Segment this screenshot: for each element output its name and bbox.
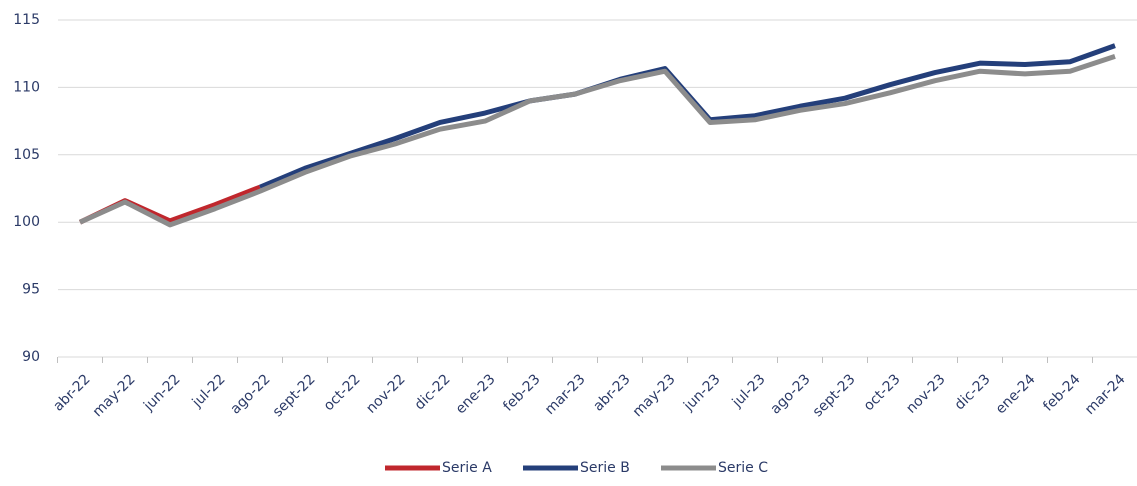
x-tick-label: feb-24	[1040, 371, 1083, 414]
x-tick-label: jul-22	[189, 371, 229, 411]
x-tick-label: mar-23	[542, 371, 589, 418]
y-tick-label: 110	[13, 79, 40, 95]
series-line	[259, 43, 1116, 190]
x-tick-label: dic-22	[412, 371, 454, 413]
x-tick-label: may-22	[90, 371, 139, 420]
legend-label: Serie A	[442, 460, 492, 476]
y-tick-label: 95	[22, 282, 40, 298]
series-line	[78, 54, 1116, 228]
x-tick-label: jul-23	[729, 371, 769, 411]
x-tick-label: feb-23	[500, 371, 543, 414]
y-tick-label: 100	[13, 214, 40, 230]
x-tick-label: ene-24	[993, 371, 1039, 417]
x-tick-label: ago-22	[228, 371, 274, 417]
x-tick-label: may-23	[630, 371, 679, 420]
x-tick-label: abr-22	[50, 371, 93, 414]
x-tick-label: jun-22	[140, 371, 183, 414]
y-tick-label: 90	[22, 349, 40, 365]
y-tick-label: 105	[13, 147, 40, 163]
x-tick-label: dic-23	[952, 371, 994, 413]
y-tick-label: 115	[13, 12, 40, 28]
series-line	[78, 184, 261, 225]
legend-label: Serie C	[718, 460, 768, 476]
x-tick-label: nov-22	[363, 371, 408, 416]
x-tick-label: ene-23	[453, 371, 499, 417]
x-tick-label: jun-23	[680, 371, 723, 414]
x-tick-label: sept-22	[270, 371, 319, 420]
x-tick-label: oct-22	[321, 371, 364, 414]
x-tick-label: sept-23	[810, 371, 859, 420]
legend-label: Serie B	[580, 460, 630, 476]
x-tick-label: oct-23	[861, 371, 904, 414]
x-tick-label: abr-23	[590, 371, 633, 414]
x-tick-label: nov-23	[903, 371, 948, 416]
x-tick-label: mar-24	[1082, 371, 1129, 418]
x-tick-label: ago-23	[768, 371, 814, 417]
